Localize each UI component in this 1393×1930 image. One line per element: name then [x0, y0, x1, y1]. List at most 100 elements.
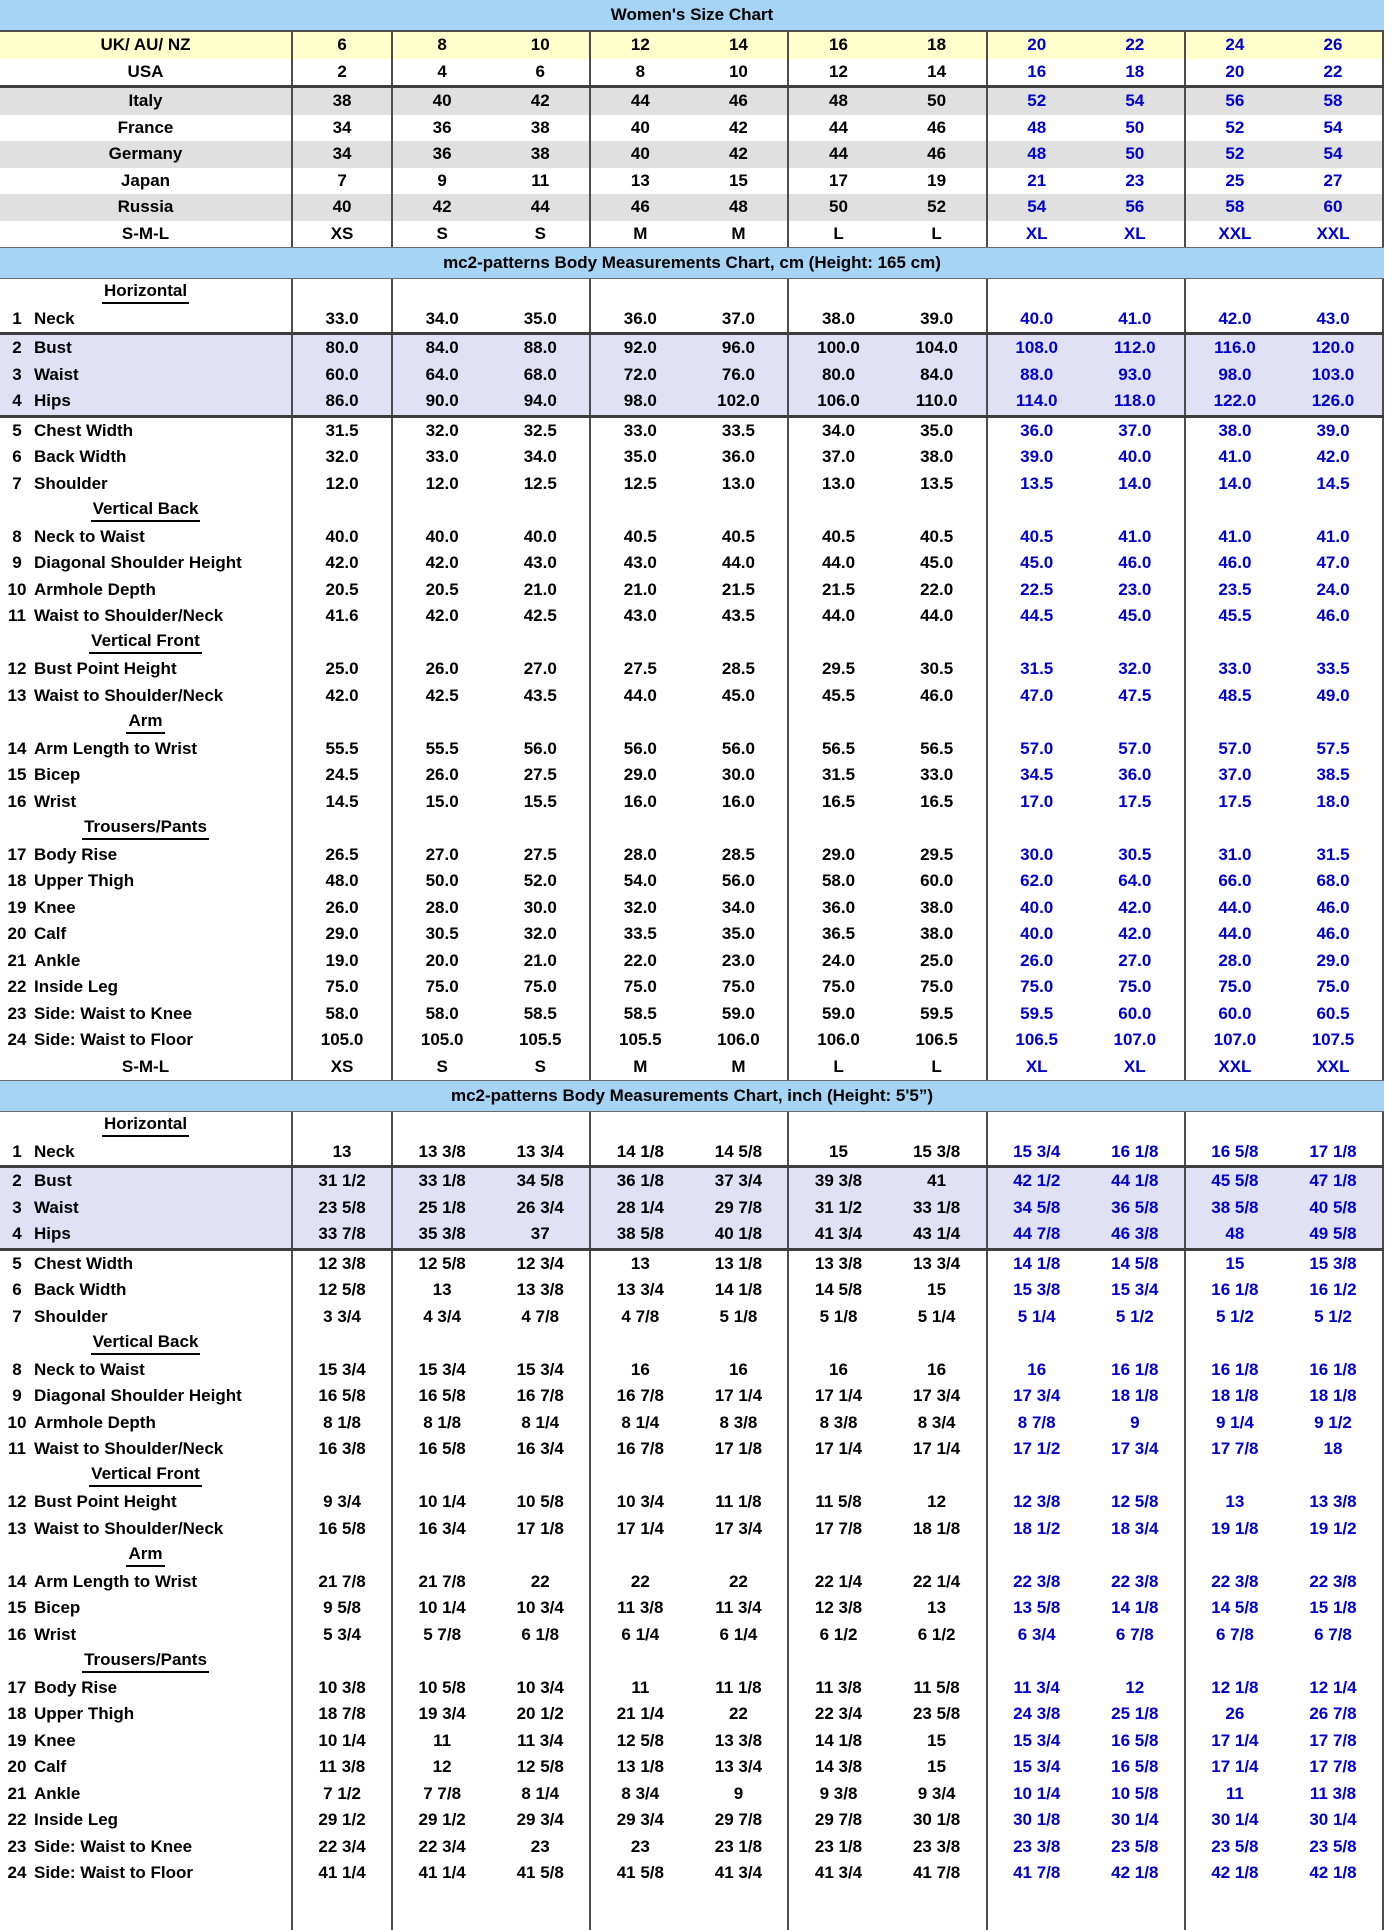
table-cell: 5 1/8 — [689, 1303, 790, 1330]
table-row: 13 Waist to Shoulder/Neck 42.0 42.5 43.5 44.0… — [0, 682, 1385, 709]
table-cell: 28.5 — [689, 656, 790, 683]
row-label: 24 Side: Waist to Floor — [0, 1027, 293, 1054]
table-cell — [689, 1648, 790, 1675]
table-cell: 32.0 — [1086, 656, 1186, 683]
table-cell: 12.5 — [491, 470, 592, 497]
table-cell: 33.0 — [293, 305, 394, 332]
table-cell: 39 3/8 — [814, 1171, 863, 1190]
table-cell: 30.5 — [1086, 841, 1186, 868]
table-cell: 5 1/4 — [1017, 1306, 1056, 1326]
table-cell: 16 — [829, 35, 848, 54]
table-cell: 98.0 — [623, 391, 657, 410]
table-cell: 44.0 — [1218, 897, 1252, 917]
table-cell: 22 — [1086, 32, 1186, 59]
table-cell — [491, 709, 592, 736]
table-cell — [689, 1330, 790, 1357]
table-cell — [988, 1542, 1086, 1569]
table-cell: 36.0 — [1020, 420, 1054, 440]
empty-grid-tail — [0, 1886, 1385, 1930]
table-cell: 27 — [1284, 167, 1385, 194]
table-cell: 9 — [1086, 1409, 1186, 1436]
table-cell: 15 — [829, 1141, 848, 1161]
table-cell: 24.5 — [293, 762, 394, 789]
row-label: 9 Diagonal Shoulder Height — [0, 1383, 293, 1410]
row-label: 5 Chest Width — [0, 417, 293, 444]
table-cell: 22 — [689, 1568, 790, 1595]
table-cell: 11 3/8 — [293, 1754, 394, 1781]
table-cell: 35.0 — [491, 305, 592, 332]
table-cell: 16.5 — [888, 788, 988, 815]
table-cell — [393, 709, 491, 736]
table-cell — [789, 1112, 887, 1139]
row-name: Chest Width — [34, 420, 134, 440]
table-cell: 34 5/8 — [491, 1168, 592, 1195]
table-cell: 37.0 — [1086, 417, 1186, 444]
row-label: Arm — [0, 709, 293, 736]
table-cell: 41 5/8 — [616, 1863, 664, 1882]
table-cell — [1284, 1462, 1385, 1489]
table-cell: 23 — [491, 1833, 592, 1860]
row-number: 2 — [12, 338, 22, 357]
table-row: 11 Waist to Shoulder/Neck 16 3/8 16 5/8 16 3… — [0, 1436, 1385, 1463]
table-cell: 16 1/8 — [1086, 1138, 1186, 1165]
table-cell: 46 — [888, 141, 988, 168]
table-cell: 34 5/8 — [1013, 1197, 1061, 1217]
table-cell: 45.0 — [1020, 553, 1054, 572]
table-cell: 4 7/8 — [621, 1306, 660, 1326]
table-cell: 14 1/8 — [1013, 1253, 1061, 1273]
table-cell — [591, 1112, 689, 1139]
table-cell — [689, 709, 790, 736]
row-label: 2 Bust — [0, 335, 293, 362]
table-cell: 106.0 — [689, 1027, 790, 1054]
table-cell — [789, 630, 887, 657]
table-cell: 43.0 — [491, 550, 592, 577]
table-cell: 40 — [432, 91, 452, 110]
table-cell: 12 3/8 — [814, 1598, 863, 1617]
table-cell: 13 5/8 — [1013, 1598, 1061, 1617]
table-cell: 42 1/2 — [1013, 1171, 1061, 1190]
table-cell: 27.0 — [491, 656, 592, 683]
row-label: 6 Back Width — [0, 1277, 293, 1304]
table-cell: 6 7/8 — [1284, 1621, 1385, 1648]
table-cell: 40.5 — [623, 526, 657, 546]
table-cell: 75.0 — [1020, 977, 1054, 996]
table-cell: 75.0 — [1086, 974, 1186, 1001]
row-name: Body Rise — [34, 844, 118, 864]
table-cell: 8 — [635, 61, 646, 81]
inch-section-header: mc2-patterns Body Measurements Chart, in… — [0, 1080, 1384, 1112]
table-row: France 34 36 38 40 42 44 46 48 50 52 54 — [0, 114, 1385, 141]
table-cell: 15 — [1225, 1253, 1245, 1273]
table-cell — [591, 709, 689, 736]
table-cell: 29 3/4 — [491, 1807, 592, 1834]
table-cell: 11 3/4 — [491, 1727, 592, 1754]
table-cell: 36 1/8 — [616, 1171, 664, 1190]
table-cell: 52 — [1225, 117, 1245, 137]
table-row: 11 Waist to Shoulder/Neck 41.6 42.0 42.5 43.0… — [0, 603, 1385, 630]
table-cell: 36.0 — [689, 444, 790, 471]
table-row: 14 Arm Length to Wrist 55.5 55.5 56.0 56.0 56.… — [0, 735, 1385, 762]
row-name: Bust Point Height — [34, 1492, 177, 1511]
table-cell: 6 1/2 — [888, 1621, 988, 1648]
table-cell — [888, 815, 988, 842]
table-cell: 58.0 — [425, 1003, 459, 1023]
table-cell: 42 — [689, 141, 790, 168]
row-label: Horizontal — [0, 1112, 293, 1139]
table-cell: 41.0 — [1284, 523, 1385, 550]
table-cell: 49.0 — [1284, 682, 1385, 709]
table-cell: 84.0 — [425, 338, 459, 357]
table-cell: 14 5/8 — [689, 1138, 790, 1165]
table-cell: 40 — [630, 117, 650, 137]
table-row: 24 Side: Waist to Floor 41 1/4 41 1/4 41 5/8… — [0, 1860, 1385, 1887]
table-cell: 13 3/4 — [491, 1138, 592, 1165]
table-cell: 44 — [829, 144, 848, 163]
table-cell: 45.5 — [1218, 606, 1252, 625]
row-name: Side: Waist to Knee — [34, 1836, 193, 1856]
table-cell — [591, 1542, 689, 1569]
table-cell: 116.0 — [1214, 338, 1256, 357]
table-cell: 42.5 — [491, 603, 592, 630]
row-label: Arm — [0, 1542, 293, 1569]
table-cell: 23 — [630, 1836, 650, 1856]
row-label: Germany — [0, 141, 293, 168]
table-cell: 25 — [1225, 170, 1245, 190]
table-cell: 75.0 — [425, 977, 459, 996]
